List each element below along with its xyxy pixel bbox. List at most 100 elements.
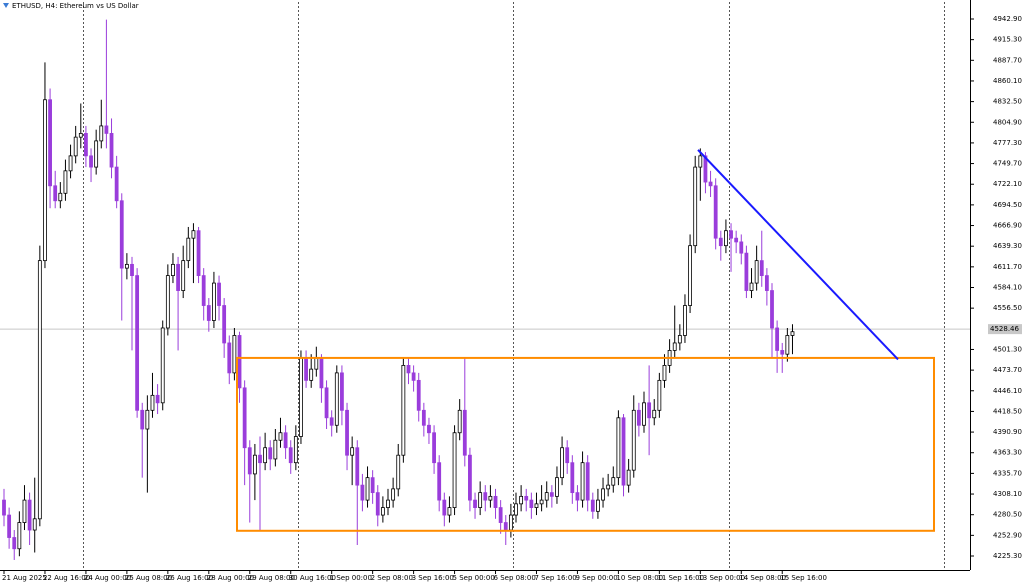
candle-body [754,260,759,284]
candle-body [319,357,324,389]
candle-body [770,290,774,329]
candle-body [739,241,744,254]
candle-body [524,495,529,501]
candle-body [462,409,467,456]
candle-body [749,282,754,291]
y-tick-label: 4308.10 [993,490,1022,498]
candle-body [350,447,355,456]
candle-body [616,417,621,479]
y-tick-label: 4639.30 [993,242,1022,250]
candle-body [252,454,257,475]
candle-body [299,357,303,437]
y-tick-label: 4832.50 [993,98,1022,106]
y-tick-label: 4446.10 [993,387,1022,395]
candle-body [724,230,728,247]
x-tick-label: 25 Aug 08:00 [125,574,172,582]
x-tick-label: 5 Sep 00:00 [453,574,495,582]
candle-body [22,499,27,523]
candle-body [119,200,124,269]
trendline [697,149,899,361]
candle-body [693,166,698,247]
candle-body [647,402,652,419]
candle-body [580,462,585,501]
y-tick-label: 4335.70 [993,469,1022,477]
candle-body [698,155,703,168]
candle-body [68,155,73,172]
x-tick-label: 28 Aug 00:00 [207,574,254,582]
candle-body [58,192,63,202]
x-tick-label: 14 Sep 08:00 [739,574,786,582]
x-tick-label: 21 Aug 2025 [2,574,47,582]
candle-body [478,492,483,508]
candle-body [165,275,170,329]
candle-body [565,447,570,464]
candle-body [386,499,390,508]
candle-body [452,432,457,508]
candle-body [631,409,636,471]
x-tick-label: 9 Sep 00:00 [575,574,617,582]
candle-body [196,230,201,276]
candle-body [186,237,191,262]
candle-body [114,166,119,202]
candle-body [677,335,682,344]
candle-body [355,447,360,486]
candle-body [636,409,641,426]
candle-body [89,155,93,168]
candle-body [53,185,58,202]
candle-body [544,492,549,501]
candle-body [672,342,677,351]
x-tick-label: 13 Sep 00:00 [698,574,745,582]
candle-body [396,454,401,490]
candle-body [155,394,160,404]
candle-body [309,368,314,381]
candle-body [688,245,692,306]
candle-body [171,263,175,276]
candle-body [662,365,667,381]
candle-body [247,447,252,475]
zone-box [236,356,935,532]
candle-body [99,125,104,142]
candle-body [237,335,242,389]
x-tick-label: 3 Sep 16:00 [412,574,454,582]
candle-body [514,503,518,516]
candle-body [283,432,288,449]
candle-body [601,488,605,501]
y-tick-label: 4501.30 [993,345,1022,353]
candle-body [406,365,411,374]
candle-body [375,492,380,516]
candle-body [585,462,590,501]
candle-body [734,237,739,243]
candle-body [764,275,769,291]
candle-body [360,484,365,501]
candle-body [181,260,186,291]
candle-body [191,230,196,239]
candle-body [468,454,472,501]
candle-body [48,99,52,187]
candle-body [775,327,780,351]
candle-body [7,514,12,538]
y-tick-label: 4860.10 [993,77,1022,85]
candle-body [380,507,385,516]
candle-body [273,439,278,460]
candle-body [713,185,718,239]
candle-body [222,305,227,344]
candle-body [135,275,140,411]
candle-body [258,454,262,464]
candle-body [626,469,631,486]
y-tick-label: 4749.70 [993,160,1022,168]
y-tick-label: 4225.30 [993,552,1022,560]
candle-body [473,499,477,508]
symbol-icon [3,3,9,8]
candle-body [729,230,733,239]
candle-body [63,170,68,194]
y-tick-label: 4804.90 [993,118,1022,126]
candle-body [94,140,99,168]
x-tick-label: 26 Aug 16:00 [166,574,213,582]
candle-body [416,379,421,411]
candle-body [703,155,708,183]
y-tick-label: 4722.10 [993,180,1022,188]
y-tick-label: 4694.50 [993,201,1022,209]
candle-body [263,447,268,464]
candle-body [78,133,83,138]
candle-body [288,447,293,464]
